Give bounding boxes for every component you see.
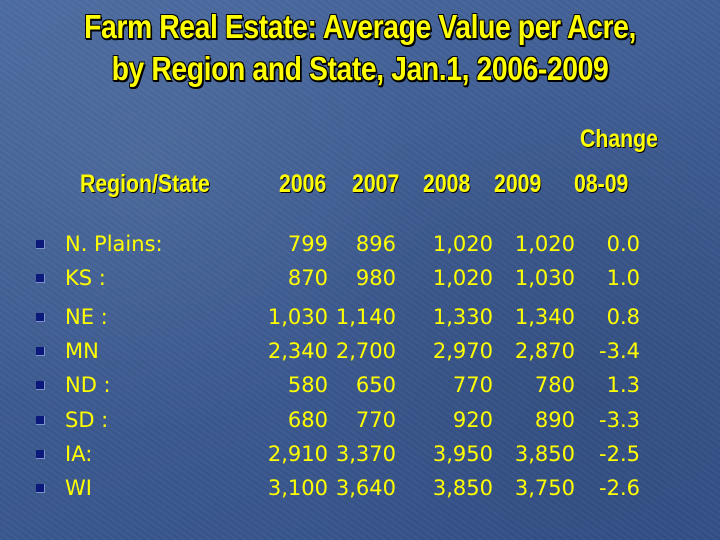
- slide-title: Farm Real Estate: Average Value per Acre…: [50, 6, 669, 90]
- square-bullet-icon: [36, 274, 45, 283]
- value-change: -2.6: [599, 476, 640, 500]
- value-2008: 1,020: [432, 232, 493, 256]
- table-row: IA: 2,910 3,370 3,950 3,850 -2.5: [0, 437, 720, 471]
- value-change: -2.5: [599, 442, 640, 466]
- row-label: ND :: [65, 373, 111, 397]
- value-2008: 3,950: [432, 442, 493, 466]
- value-2008: 3,850: [432, 476, 493, 500]
- value-2006: 2,340: [267, 339, 328, 363]
- table-row: MN 2,340 2,700 2,970 2,870 -3.4: [0, 334, 720, 368]
- square-bullet-icon: [36, 313, 45, 322]
- value-2008: 1,330: [432, 305, 493, 329]
- value-change: 0.0: [606, 232, 640, 256]
- value-2006: 3,100: [267, 476, 328, 500]
- square-bullet-icon: [36, 416, 45, 425]
- value-change: -3.3: [599, 408, 640, 432]
- table-row: ND : 580 650 770 780 1.3: [0, 368, 720, 402]
- table-row: WI 3,100 3,640 3,850 3,750 -2.6: [0, 471, 720, 505]
- value-2008: 920: [452, 408, 493, 432]
- value-change: 0.8: [606, 305, 640, 329]
- row-label: IA:: [65, 442, 93, 466]
- value-2008: 1,020: [432, 266, 493, 290]
- value-2006: 2,910: [267, 442, 328, 466]
- row-label: KS :: [65, 266, 106, 290]
- value-2009: 3,850: [514, 442, 575, 466]
- value-2006: 680: [287, 408, 328, 432]
- value-2006: 1,030: [267, 305, 328, 329]
- row-label: NE :: [65, 305, 108, 329]
- header-region-state: Region/State: [80, 170, 210, 198]
- value-2009: 1,030: [514, 266, 575, 290]
- value-change: -3.4: [599, 339, 640, 363]
- header-2008: 2008: [423, 170, 471, 198]
- value-2007: 980: [355, 266, 396, 290]
- header-2007: 2007: [352, 170, 400, 198]
- header-2006: 2006: [279, 170, 327, 198]
- square-bullet-icon: [36, 484, 45, 493]
- square-bullet-icon: [36, 240, 45, 249]
- change-column-label: Change: [580, 125, 658, 153]
- value-2007: 3,640: [335, 476, 396, 500]
- header-2009: 2009: [494, 170, 542, 198]
- value-2009: 2,870: [514, 339, 575, 363]
- table-row: NE : 1,030 1,140 1,330 1,340 0.8: [0, 300, 720, 334]
- value-2007: 896: [355, 232, 396, 256]
- value-2007: 2,700: [335, 339, 396, 363]
- row-label: WI: [65, 476, 92, 500]
- header-change-08-09: 08-09: [574, 170, 629, 198]
- value-2009: 780: [534, 373, 575, 397]
- title-line-1: Farm Real Estate: Average Value per Acre…: [84, 8, 636, 45]
- table-row: N. Plains: 799 896 1,020 1,020 0.0: [0, 227, 720, 261]
- value-2006: 799: [287, 232, 328, 256]
- value-2007: 770: [355, 408, 396, 432]
- square-bullet-icon: [36, 347, 45, 356]
- value-2009: 1,020: [514, 232, 575, 256]
- value-2007: 3,370: [335, 442, 396, 466]
- value-2009: 1,340: [514, 305, 575, 329]
- row-label: SD :: [65, 408, 109, 432]
- value-2009: 3,750: [514, 476, 575, 500]
- value-2008: 2,970: [432, 339, 493, 363]
- value-change: 1.0: [606, 266, 640, 290]
- value-2008: 770: [452, 373, 493, 397]
- value-2006: 580: [287, 373, 328, 397]
- title-line-2: by Region and State, Jan.1, 2006-2009: [111, 50, 609, 87]
- square-bullet-icon: [36, 450, 45, 459]
- table-row: KS : 870 980 1,020 1,030 1.0: [0, 261, 720, 295]
- table-row: SD : 680 770 920 890 -3.3: [0, 403, 720, 437]
- row-label: N. Plains:: [65, 232, 163, 256]
- square-bullet-icon: [36, 381, 45, 390]
- value-2009: 890: [534, 408, 575, 432]
- value-2007: 650: [355, 373, 396, 397]
- value-change: 1.3: [606, 373, 640, 397]
- row-label: MN: [65, 339, 99, 363]
- value-2006: 870: [287, 266, 328, 290]
- value-2007: 1,140: [335, 305, 396, 329]
